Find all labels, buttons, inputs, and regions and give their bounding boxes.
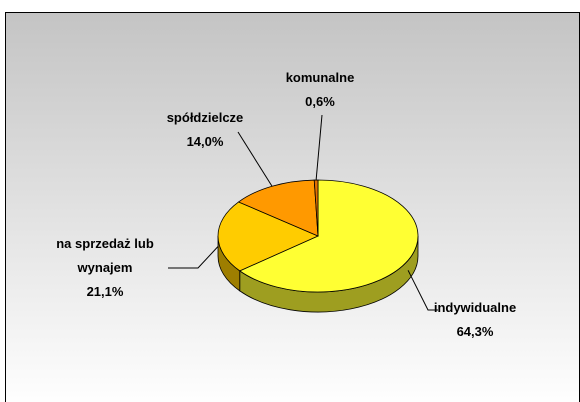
category-label: spółdzielcze	[166, 110, 244, 125]
leaders	[168, 114, 438, 311]
pie-slice	[237, 179, 319, 237]
category-label: komunalne	[285, 70, 355, 85]
value-label: 0,6%	[305, 94, 335, 109]
leader-line	[168, 246, 219, 269]
leader-line	[407, 270, 438, 311]
pie-slice	[238, 179, 419, 293]
data-label: indywidualne 64,3%	[410, 296, 540, 344]
data-label: na sprzedaż lub wynajem 21,1%	[55, 232, 155, 304]
data-label: komunalne 0,6%	[255, 66, 385, 114]
value-label: 64,3%	[456, 324, 494, 339]
category-label: indywidualne	[433, 300, 517, 315]
data-label: spółdzielcze 14,0%	[140, 106, 270, 154]
pie	[217, 179, 419, 313]
leader-line	[237, 131, 273, 187]
leader-line	[315, 114, 323, 181]
value-label: 14,0%	[186, 134, 224, 149]
category-label: na sprzedaż lub wynajem	[56, 236, 154, 275]
pie-slice	[313, 179, 319, 237]
pie-slice	[217, 201, 319, 272]
header-band	[0, 0, 580, 12]
value-label: 21,1%	[86, 284, 124, 299]
